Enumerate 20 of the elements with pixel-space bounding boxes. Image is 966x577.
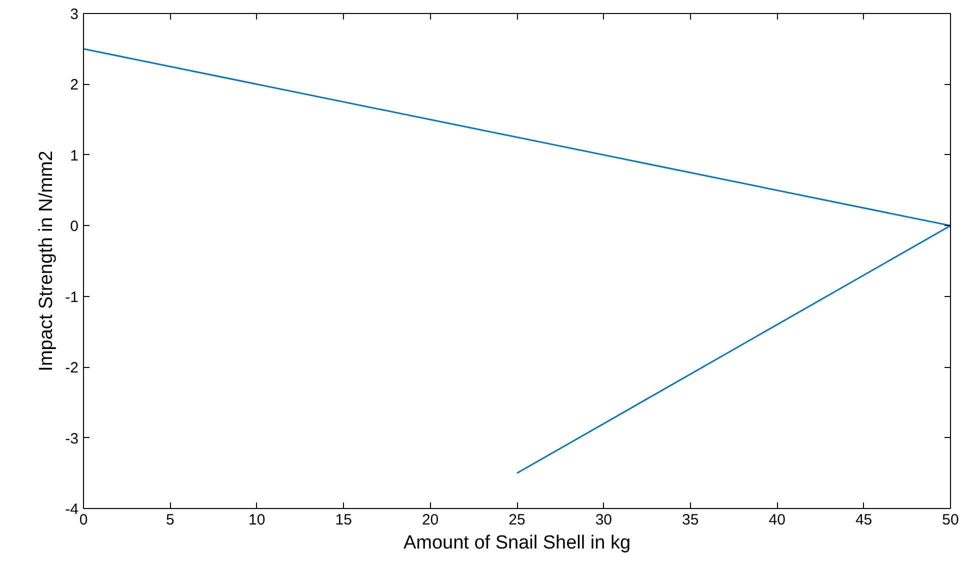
x-tick-label: 35 <box>682 512 699 528</box>
y-tick-label: -1 <box>65 288 79 306</box>
y-tick-label: 0 <box>70 218 78 236</box>
y-tick-label: 3 <box>70 6 78 23</box>
x-tick-label: 20 <box>422 512 439 528</box>
y-tick-label: 2 <box>70 76 78 94</box>
y-axis-title: Impact Strength in N/mm2 <box>36 150 58 372</box>
x-tick-label: 30 <box>595 512 612 528</box>
x-tick-label: 5 <box>166 512 174 528</box>
x-tick-label: 15 <box>335 512 352 528</box>
y-tick-label: -4 <box>65 501 79 518</box>
x-tick-label: 45 <box>855 512 872 528</box>
x-tick-label: 40 <box>768 512 786 528</box>
x-tick-label: 10 <box>248 512 266 528</box>
x-tick-label: 25 <box>508 512 526 528</box>
x-axis-title: Amount of Snail Shell in kg <box>403 532 631 554</box>
y-tick-label: -3 <box>65 430 79 448</box>
y-tick-label: -2 <box>65 360 79 377</box>
x-tick-label: 50 <box>942 512 959 528</box>
y-tick-label: 1 <box>70 147 78 164</box>
